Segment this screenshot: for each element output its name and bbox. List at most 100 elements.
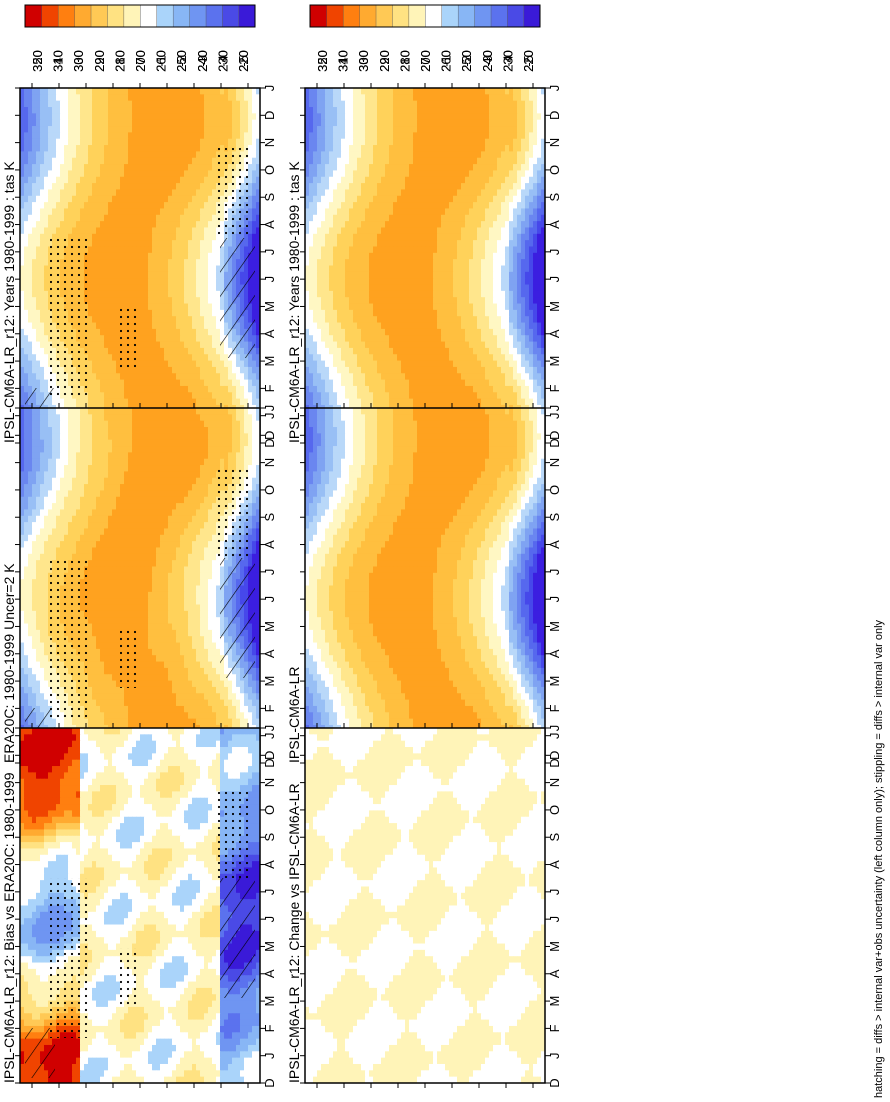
colorbar-tick-label: 2 <box>377 57 392 64</box>
colorbar-tick-label: -5 <box>236 55 251 67</box>
colorbar-tick-label: 230 <box>215 50 230 72</box>
stippling-region <box>50 558 90 718</box>
colorbar-tick-label: 310 <box>336 50 351 72</box>
panel-title: IPSL-CM6A-LR <box>286 667 302 763</box>
colorbar-tick-label: 250 <box>459 50 474 72</box>
colorbar-tick-label: 280 <box>397 50 412 72</box>
month-tick-label: J <box>547 732 562 739</box>
month-tick-label: J <box>547 85 562 92</box>
colorbar-tick-label: 320 <box>315 50 330 72</box>
month-tick-label: D <box>262 438 277 447</box>
month-tick-label: M <box>262 356 277 367</box>
month-tick-label: J <box>262 85 277 92</box>
month-tick-label: J <box>547 569 562 576</box>
month-tick-label: M <box>262 621 277 632</box>
colorbar-tick-label: 3 <box>356 57 371 64</box>
panel-title: IPSL-CM6A-LR_r12: Years 1980-1999 : tas … <box>1 161 17 443</box>
colorbar-tick-label: -3 <box>480 55 495 67</box>
month-tick-label: S <box>262 193 277 202</box>
colorbar-tick-label: 250 <box>459 50 474 72</box>
colorbar-tick-label: 230 <box>215 50 230 72</box>
colorbar-tick-label: 300 <box>71 50 86 72</box>
month-tick-label: N <box>262 778 277 787</box>
colorbar-tick-label: 320 <box>315 50 330 72</box>
panel-5: 8060°N20020°S6080DJFMAMJJASONDJIPSL-CM6A… <box>1 4 277 1088</box>
month-tick-label: F <box>547 1024 562 1032</box>
month-tick-label: N <box>262 458 277 467</box>
colorbar-tick-label: 3 <box>71 57 86 64</box>
month-tick-label: D <box>547 111 562 120</box>
colorbar-tick-label: 4 <box>336 57 351 64</box>
colorbar-tick-label: 270 <box>418 50 433 72</box>
month-tick-label: S <box>547 193 562 202</box>
colorbar-tick-label: 240 <box>195 50 210 72</box>
month-tick-label: D <box>262 1078 277 1087</box>
month-tick-label: M <box>547 941 562 952</box>
month-tick-label: D <box>547 1078 562 1087</box>
colorbar-tick-label: 220 <box>236 50 251 72</box>
colorbar-tick-label: 4 <box>51 57 66 64</box>
colorbar-tick-label: 0 <box>133 57 148 64</box>
colorbar-tick-label: 260 <box>154 50 169 72</box>
month-tick-label: J <box>547 889 562 896</box>
month-tick-label: O <box>547 165 562 175</box>
month-tick-label: J <box>262 1052 277 1059</box>
month-tick-label: A <box>547 329 562 338</box>
stippling-region <box>215 468 250 558</box>
month-tick-label: J <box>262 412 277 419</box>
month-tick-label: N <box>547 778 562 787</box>
month-tick-label: J <box>262 732 277 739</box>
stippling-region <box>120 308 140 368</box>
month-tick-label: J <box>547 412 562 419</box>
panel-title: IPSL-CM6A-LR_r12: Bias vs ERA20C: 1980-1… <box>1 772 17 1083</box>
month-tick-label: S <box>262 513 277 522</box>
month-tick-label: M <box>547 621 562 632</box>
month-tick-label: M <box>547 301 562 312</box>
colorbar-tick-label: 2 <box>92 57 107 64</box>
month-tick-label: J <box>262 916 277 923</box>
colorbar-tick-label: 300 <box>71 50 86 72</box>
month-tick-label: S <box>262 833 277 842</box>
month-tick-label: N <box>547 458 562 467</box>
month-tick-label: N <box>547 138 562 147</box>
heatmap-cells <box>305 408 545 763</box>
colorbar-tick-label: -3 <box>195 55 210 67</box>
month-tick-label: M <box>547 356 562 367</box>
colorbar-tick-label: -4 <box>500 55 515 67</box>
month-tick-label: F <box>262 704 277 712</box>
stippling-region <box>120 948 140 1008</box>
month-tick-label: F <box>547 704 562 712</box>
panel-title: ERA20C: 1980-1999 Uncer=2 K <box>1 563 17 763</box>
month-tick-label: J <box>547 596 562 603</box>
colorbar-tick-label: 5 <box>315 57 330 64</box>
colorbar-tick-label: -2 <box>459 55 474 67</box>
month-tick-label: J <box>547 276 562 283</box>
month-tick-label: J <box>262 249 277 256</box>
colorbar-tick-label: 270 <box>133 50 148 72</box>
colorbar-tick-label: 280 <box>112 50 127 72</box>
colorbar-tick-label: 220 <box>521 50 536 72</box>
colorbar-tick-label: -4 <box>215 55 230 67</box>
month-tick-label: J <box>262 889 277 896</box>
panel-6: 8060°N20020°S6080DJFMAMJJASONDJIPSL-CM6A… <box>286 4 562 1088</box>
colorbar-tick-label: 260 <box>439 50 454 72</box>
colorbar-tick-label: 270 <box>418 50 433 72</box>
month-tick-label: A <box>262 969 277 978</box>
stippling-region <box>50 238 90 398</box>
month-tick-label: D <box>262 751 277 760</box>
colorbar-tick-label: 320 <box>30 50 45 72</box>
month-tick-label: S <box>547 513 562 522</box>
colorbar-tick-label: 270 <box>133 50 148 72</box>
month-tick-label: A <box>547 860 562 869</box>
month-tick-label: J <box>547 916 562 923</box>
colorbar-tick-label: 310 <box>336 50 351 72</box>
month-tick-label: O <box>262 165 277 175</box>
month-tick-label: A <box>547 649 562 658</box>
month-tick-label: M <box>262 941 277 952</box>
colorbar-tick-label: 0 <box>418 57 433 64</box>
month-tick-label: O <box>547 805 562 815</box>
month-tick-label: O <box>262 485 277 495</box>
stippling-region <box>215 788 250 878</box>
month-tick-label: A <box>262 329 277 338</box>
